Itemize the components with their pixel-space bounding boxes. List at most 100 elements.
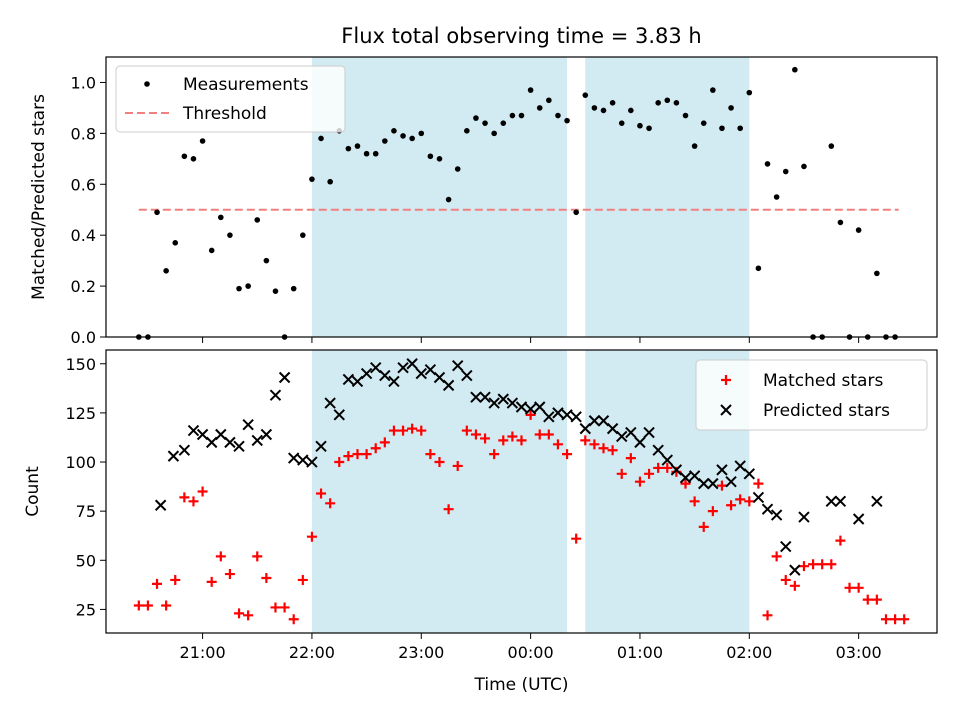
predicted-star-point [506,397,519,409]
measurement-point [719,125,725,132]
predicted-star-point [452,360,464,372]
predicted-star-point [370,361,382,374]
top-ytick-label: 0.8 [71,124,96,143]
matched-star-point [562,449,573,460]
bottom-y-axis-label: Count [23,466,43,517]
predicted-star-point [616,430,628,443]
legend-threshold-label: Threshold [182,104,267,124]
matched-star-point [224,569,235,580]
measurement-points [136,66,898,340]
matched-star-point [234,608,245,619]
predicted-star-point [798,511,810,523]
matched-star-point [461,425,472,436]
predicted-star-point [643,426,655,439]
measurement-point [618,120,625,126]
predicted-star-point [488,397,500,409]
bottom-plot-frame [105,349,938,634]
measurement-point [427,153,434,160]
matched-star-point [388,425,399,436]
matched-star-point [170,574,181,585]
measurement-point [564,117,570,124]
measurement-point [309,176,315,182]
measurement-point [536,105,543,111]
predicted-star-point [734,460,746,472]
matched-star-point [753,478,764,489]
predicted-star-point [333,409,345,421]
predicted-star-point [770,509,783,521]
top-ytick-label: 0.0 [71,328,96,347]
predicted-star-point [415,367,427,380]
bottom-ytick-label: 50 [76,551,96,570]
measurement-point [208,247,215,254]
predicted-star-point [424,363,437,376]
measurement-point [409,135,415,142]
matched-star-point [243,610,254,621]
bottom-shaded-intervals [311,350,750,633]
measurement-point [837,219,844,226]
matched-star-point [215,551,226,562]
measurement-point [454,166,461,172]
predicted-star-point [561,409,573,421]
predicted-star-point [515,401,528,413]
matched-stars-points [133,409,910,625]
matched-star-point [398,425,409,436]
matched-star-point [480,433,491,444]
predicted-star-point [725,475,737,488]
predicted-star-point [360,367,373,380]
matched-star-point [261,572,272,583]
measurement-point [682,112,689,119]
predicted-star-point [397,361,409,374]
xtick-label: 03:00 [836,643,882,662]
predicted-star-point [698,477,710,490]
matched-star-point [798,561,809,572]
bottom-ytick-label: 100 [65,453,96,472]
measurement-point [628,107,634,114]
matched-star-point [780,574,791,585]
measurement-point [491,130,497,137]
measurement-point [700,120,707,126]
top-ytick-label: 1.0 [71,73,96,92]
top-ytick-label: 0.6 [71,175,96,194]
matched-star-point [844,582,855,593]
predicted-star-point [670,464,683,476]
measurement-point [646,125,652,132]
predicted-star-point [324,397,336,409]
measurement-point [527,87,534,93]
predicted-star-point [634,436,646,449]
xtick-label: 23:00 [398,643,444,662]
bottom-y-ticks: 25 50 75 100 125 150 [65,355,106,619]
top-legend-box [115,65,346,133]
matched-star-point [288,614,299,625]
matched-star-point [489,449,500,460]
predicted-star-point [224,436,236,449]
bottom-ytick-label: 75 [76,502,96,521]
matched-star-point [361,449,372,460]
matched-star-point [552,439,563,450]
predicted-star-point [251,434,263,447]
predicted-star-point [761,503,774,515]
predicted-star-point [287,452,300,464]
bottom-legend-box [695,359,928,431]
matched-star-point [434,457,445,468]
measurement-point [263,257,270,264]
measurement-point [300,232,306,238]
matched-star-point [133,600,144,611]
legend-predicted-marker [720,404,732,416]
measurement-point [737,125,743,132]
matched-star-point [835,535,846,546]
top-y-ticks: 0.0 0.2 0.4 0.6 0.8 1.0 [71,73,106,347]
measurement-point [691,143,698,149]
predicted-star-point [688,470,701,482]
measurement-point [655,100,661,106]
matched-star-point [644,468,655,479]
measurement-point [345,145,352,152]
legend-matched-marker [721,375,731,385]
predicted-star-point [242,418,254,431]
measurement-point [473,115,479,121]
matched-star-point [890,614,901,625]
top-legend: Measurements Threshold [115,65,346,133]
matched-star-point [698,521,709,532]
predicted-star-point [154,499,167,511]
matched-star-point [498,435,509,446]
matched-star-point [571,533,582,544]
